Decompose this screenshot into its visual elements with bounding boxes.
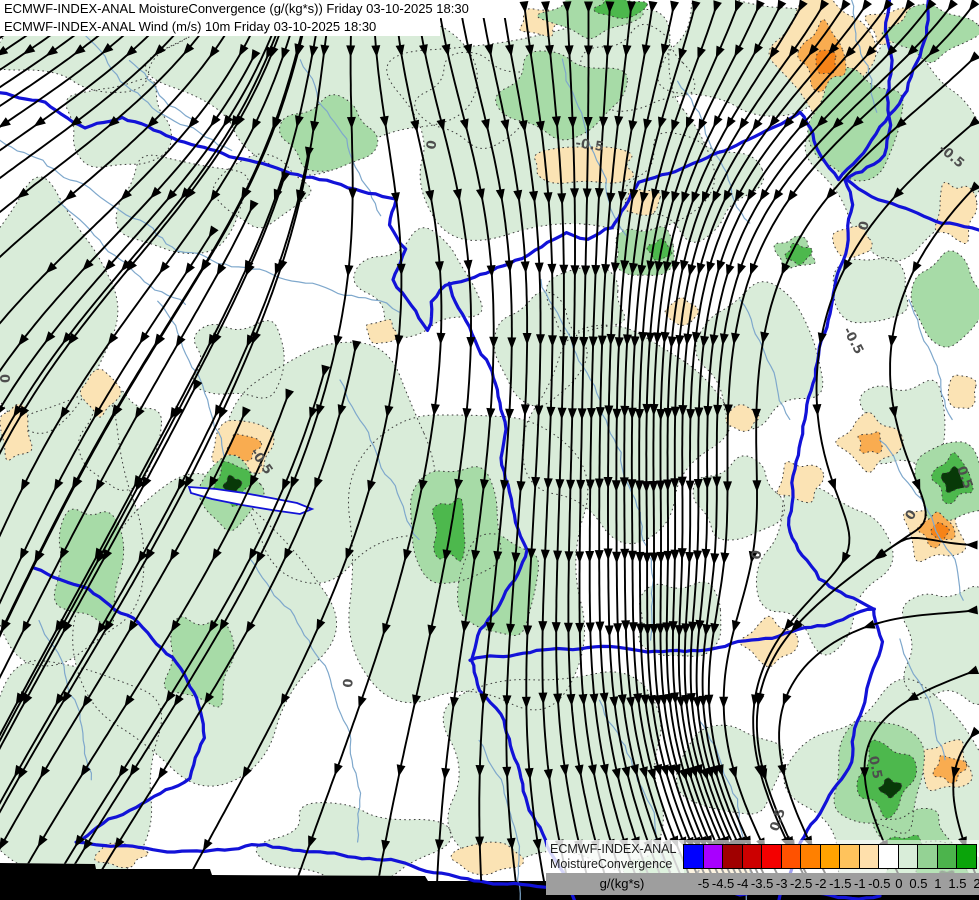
legend-text-block: ECMWF-INDEX-ANAL MoistureConvergence [546, 840, 684, 873]
major-river-or-border [777, 0, 894, 900]
minor-river [879, 439, 964, 601]
convergence-patch-set [225, 19, 968, 889]
contour-label: 0.5 [768, 807, 789, 834]
legend: ECMWF-INDEX-ANAL MoistureConvergence g/(… [546, 840, 979, 895]
legend-top-row: ECMWF-INDEX-ANAL MoistureConvergence [546, 840, 979, 873]
major-river-or-border [844, 177, 979, 232]
legend-tick-label: -3.5 [750, 876, 774, 891]
legend-tick-label: 0 [895, 876, 903, 891]
major-river-or-border [0, 0, 930, 332]
legend-tick-label: -2 [814, 876, 827, 891]
legend-swatch [741, 844, 763, 869]
legend-colorbar [683, 844, 977, 869]
major-river-or-border [468, 607, 876, 662]
legend-tick-label: -0.5 [868, 876, 891, 891]
legend-tick-label: -2.5 [789, 876, 813, 891]
minor-river [478, 739, 521, 900]
legend-swatch [917, 844, 938, 869]
legend-units-label: g/(kg*s) [599, 876, 645, 891]
legend-swatch [878, 844, 899, 869]
title-bar-line1: ECMWF-INDEX-ANAL MoistureConvergence (g/… [0, 0, 516, 18]
legend-swatch [819, 844, 841, 869]
legend-swatch [800, 844, 821, 869]
legend-tick-label: -3 [775, 876, 788, 891]
minor-river [38, 619, 92, 781]
title-bar-line2: ECMWF-INDEX-ANAL Wind (m/s) 10m Friday 0… [0, 18, 440, 36]
legend-swatch [702, 844, 724, 869]
legend-tick-label: 1.5 [948, 876, 967, 891]
minor-river [339, 379, 420, 541]
legend-tick-label: -1 [854, 876, 866, 891]
minor-river [908, 299, 953, 421]
minor-river [899, 638, 946, 761]
contour-label: 0 [0, 374, 14, 383]
contour-label: 0 [424, 139, 440, 151]
contour-label: 0 [749, 549, 765, 561]
legend-tick-label: -4.5 [711, 876, 735, 891]
legend-swatch [722, 844, 743, 869]
legend-swatch [761, 844, 782, 869]
legend-tick-label: -4 [736, 876, 749, 891]
legend-swatch [839, 844, 860, 869]
legend-product-label: ECMWF-INDEX-ANAL [550, 842, 677, 856]
legend-swatch [897, 844, 919, 869]
major-river-or-border [447, 281, 576, 900]
minor-river [128, 59, 197, 125]
contour-label: 0 [341, 678, 357, 688]
legend-swatch [683, 844, 704, 869]
convergence-patch-set [697, 49, 950, 889]
contour-label: -0.5 [574, 136, 604, 155]
minor-river [250, 558, 362, 843]
minor-river [739, 299, 791, 420]
minor-river [57, 200, 186, 305]
legend-tick-label: 1 [934, 876, 942, 891]
minor-river [299, 59, 382, 217]
minor-river [850, 0, 878, 113]
legend-tick-label: 0.5 [909, 876, 928, 891]
legend-tick-label: -5 [697, 876, 710, 891]
legend-tick-label: 2 [973, 876, 979, 891]
legend-swatch [956, 844, 977, 869]
legend-scale-band: g/(kg*s) -5 -4.5 -4 -3.5 -3 -2.5 -2 -1.5 -1 -0.5 0… [546, 873, 979, 895]
legend-parameter-label: MoistureConvergence [550, 857, 673, 871]
minor-river [0, 139, 400, 313]
contour-label: 0.5 [865, 755, 884, 781]
minor-river [157, 300, 225, 459]
legend-swatch [936, 844, 958, 869]
contour-label: 0.5 [953, 464, 975, 491]
legend-tick-label: -1.5 [829, 876, 852, 891]
legend-swatch [858, 844, 880, 869]
legend-swatch [780, 844, 802, 869]
convergence-patch-set [222, 466, 965, 885]
convergence-patch-set [53, 0, 979, 889]
contour-label: 0 [856, 220, 873, 232]
